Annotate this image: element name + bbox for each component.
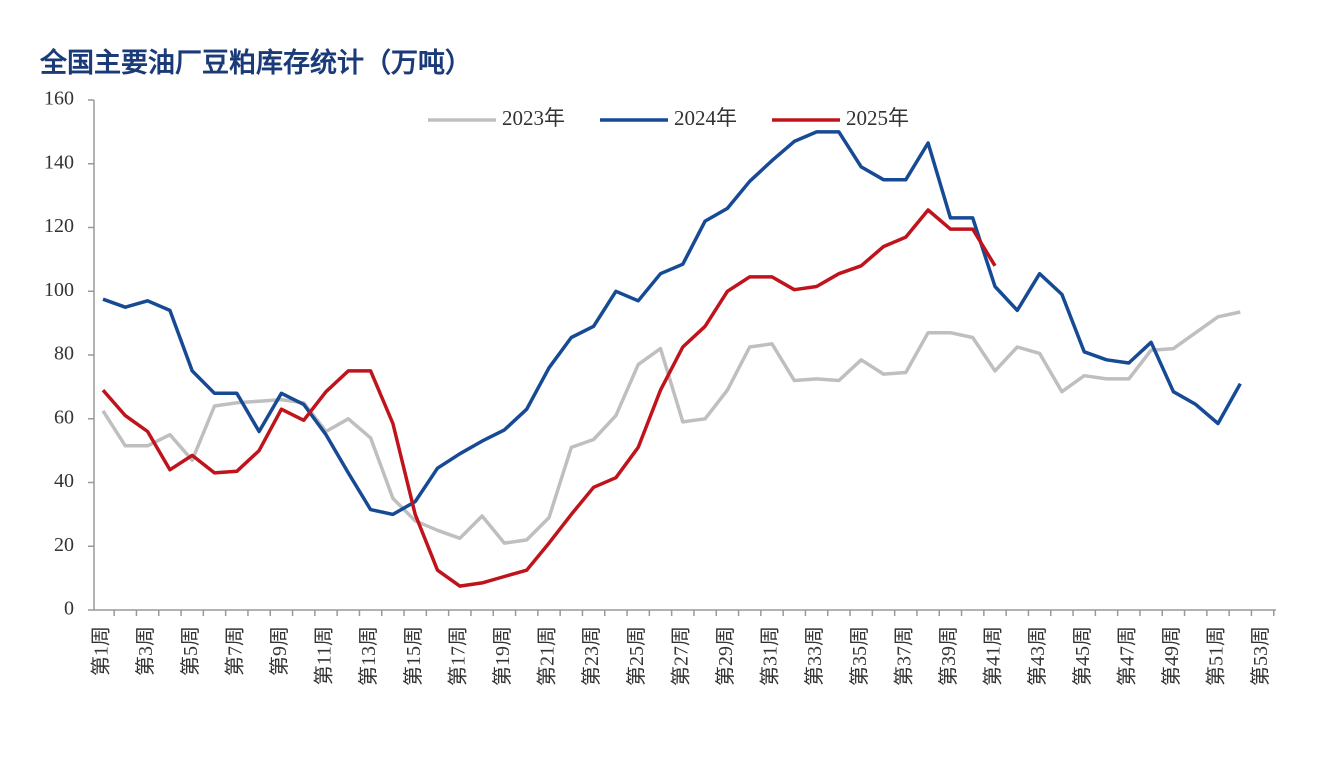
- y-tick-label: 20: [54, 534, 74, 556]
- y-tick-label: 60: [54, 406, 74, 428]
- x-tick-label: 第1周: [90, 626, 113, 676]
- x-tick-label: 第17周: [446, 626, 469, 686]
- y-tick-label: 120: [44, 215, 74, 237]
- x-tick-label: 第47周: [1115, 626, 1138, 686]
- y-tick-label: 140: [44, 151, 74, 173]
- x-tick-label: 第23周: [580, 626, 603, 686]
- x-tick-label: 第25周: [625, 626, 648, 686]
- x-tick-label: 第15周: [402, 626, 425, 686]
- line-series: [101, 310, 1241, 545]
- x-tick-label: 第41周: [982, 626, 1005, 686]
- x-tick-label: 第13周: [357, 626, 380, 686]
- x-tick-label: 第7周: [223, 626, 246, 676]
- x-tick-label: 第49周: [1160, 626, 1183, 686]
- x-tick-label: 第37周: [892, 626, 915, 686]
- legend-label: 2023年: [502, 106, 565, 130]
- x-tick-label: 第51周: [1205, 626, 1228, 686]
- y-tick-label: 40: [54, 470, 74, 492]
- x-tick-label: 第19周: [491, 626, 514, 686]
- x-tick-label: 第53周: [1249, 626, 1272, 686]
- chart-title: 全国主要油厂豆粕库存统计（万吨）: [39, 47, 472, 78]
- y-tick-label: 160: [44, 88, 74, 110]
- y-tick-label: 0: [64, 598, 74, 620]
- legend-label: 2025年: [846, 106, 909, 130]
- x-tick-label: 第11周: [313, 626, 336, 685]
- y-tick-label: 80: [54, 343, 74, 365]
- x-tick-label: 第45周: [1071, 626, 1094, 686]
- x-tick-label: 第43周: [1026, 626, 1049, 686]
- x-tick-label: 第29周: [714, 626, 737, 686]
- x-tick-label: 第35周: [848, 626, 871, 686]
- legend-label: 2024年: [674, 106, 737, 130]
- x-tick-label: 第5周: [179, 626, 202, 676]
- x-tick-label: 第21周: [536, 626, 559, 686]
- x-tick-label: 第9周: [268, 626, 291, 676]
- x-tick-label: 第3周: [134, 626, 157, 676]
- line-series: [101, 208, 997, 588]
- y-tick-label: 100: [44, 279, 74, 301]
- x-tick-label: 第31周: [759, 626, 782, 686]
- x-tick-label: 第27周: [669, 626, 692, 686]
- x-tick-label: 第33周: [803, 626, 826, 686]
- x-tick-label: 第39周: [937, 626, 960, 686]
- line-series: [102, 130, 1242, 517]
